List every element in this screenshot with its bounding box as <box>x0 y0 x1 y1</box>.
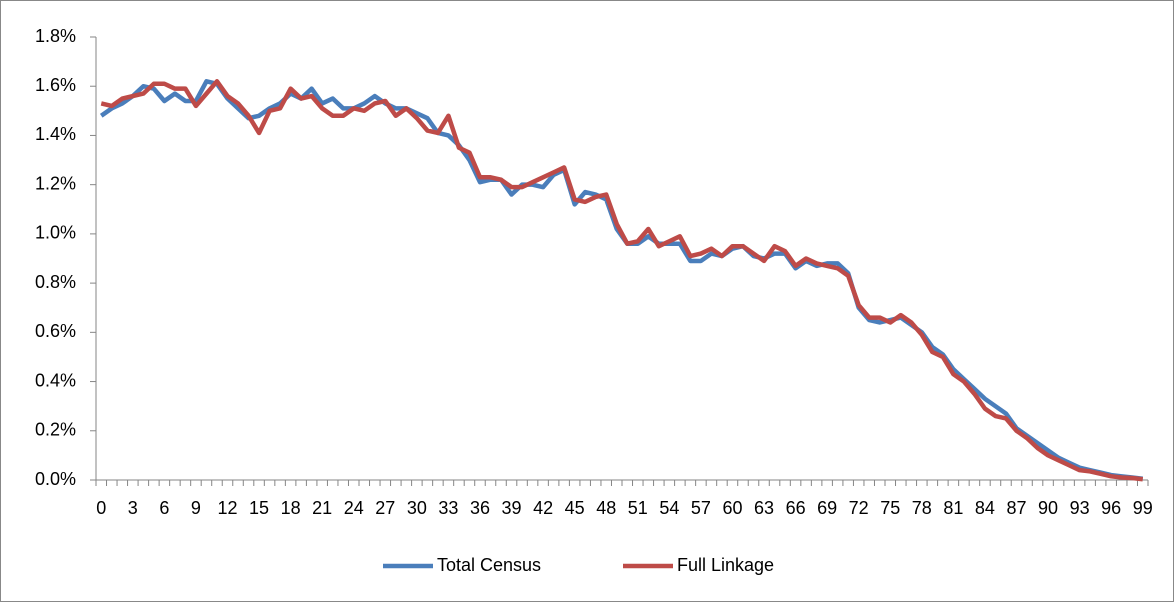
x-tick-label: 96 <box>1101 498 1121 518</box>
x-tick-label: 45 <box>565 498 585 518</box>
legend-label: Full Linkage <box>677 555 774 575</box>
x-tick-label: 27 <box>375 498 395 518</box>
y-tick-label: 0.4% <box>35 370 76 390</box>
x-tick-label: 24 <box>344 498 364 518</box>
x-tick-label: 30 <box>407 498 427 518</box>
x-tick-label: 69 <box>817 498 837 518</box>
y-tick-label: 1.6% <box>35 75 76 95</box>
y-tick-label: 1.8% <box>35 26 76 46</box>
y-tick-label: 0.8% <box>35 272 76 292</box>
x-tick-label: 84 <box>975 498 995 518</box>
x-tick-label: 90 <box>1038 498 1058 518</box>
x-tick-label: 72 <box>849 498 869 518</box>
x-tick-label: 15 <box>249 498 269 518</box>
y-tick-label: 0.0% <box>35 469 76 489</box>
x-tick-label: 3 <box>128 498 138 518</box>
x-tick-label: 57 <box>691 498 711 518</box>
y-tick-label: 1.4% <box>35 124 76 144</box>
x-tick-label: 6 <box>159 498 169 518</box>
x-tick-label: 39 <box>502 498 522 518</box>
x-tick-label: 63 <box>754 498 774 518</box>
x-tick-label: 66 <box>786 498 806 518</box>
x-tick-label: 54 <box>659 498 679 518</box>
x-tick-label: 12 <box>217 498 237 518</box>
x-tick-label: 9 <box>191 498 201 518</box>
y-tick-label: 1.0% <box>35 223 76 243</box>
legend-label: Total Census <box>437 555 541 575</box>
y-tick-label: 0.2% <box>35 420 76 440</box>
x-tick-label: 33 <box>438 498 458 518</box>
x-tick-label: 99 <box>1133 498 1153 518</box>
x-tick-label: 21 <box>312 498 332 518</box>
x-tick-label: 0 <box>96 498 106 518</box>
x-tick-label: 81 <box>943 498 963 518</box>
x-tick-label: 36 <box>470 498 490 518</box>
x-tick-label: 42 <box>533 498 553 518</box>
x-tick-label: 51 <box>628 498 648 518</box>
x-tick-label: 60 <box>722 498 742 518</box>
x-tick-label: 87 <box>1006 498 1026 518</box>
x-tick-label: 18 <box>281 498 301 518</box>
y-tick-label: 0.6% <box>35 321 76 341</box>
x-tick-label: 75 <box>880 498 900 518</box>
series-line <box>100 79 1144 482</box>
x-tick-label: 48 <box>596 498 616 518</box>
x-tick-label: 93 <box>1070 498 1090 518</box>
x-tick-label: 78 <box>912 498 932 518</box>
y-tick-label: 1.2% <box>35 173 76 193</box>
